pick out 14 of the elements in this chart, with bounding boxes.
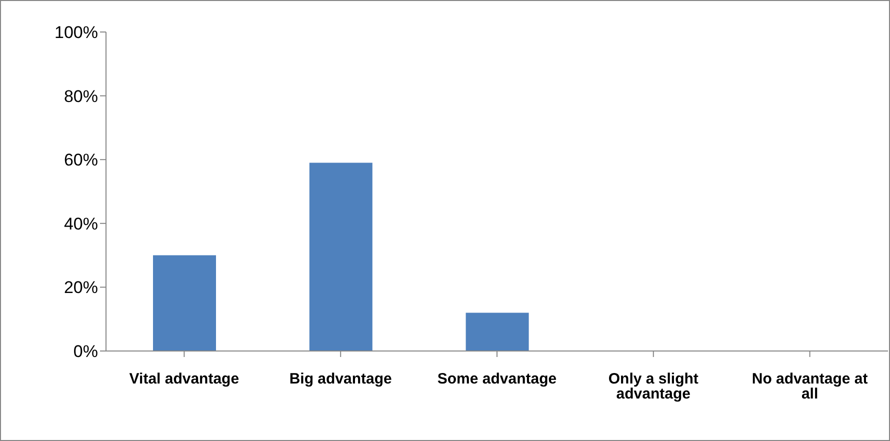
x-tick-label: Vital advantage [129, 370, 240, 388]
bar [309, 162, 372, 351]
x-tick-label: Some advantage [437, 370, 557, 388]
y-tick-label: 100% [54, 23, 98, 42]
bar [153, 255, 216, 351]
x-tick-label: Only a slight advantage [608, 370, 698, 403]
y-tick-label: 80% [64, 86, 98, 106]
x-tick-label: Big advantage [289, 370, 392, 388]
y-tick-label: 0% [73, 342, 98, 362]
y-tick-label: 40% [64, 214, 98, 234]
x-tick-label: No advantage at all [752, 370, 868, 403]
y-tick-label: 20% [64, 278, 98, 298]
bar [466, 312, 529, 351]
y-tick-label: 60% [64, 150, 98, 170]
